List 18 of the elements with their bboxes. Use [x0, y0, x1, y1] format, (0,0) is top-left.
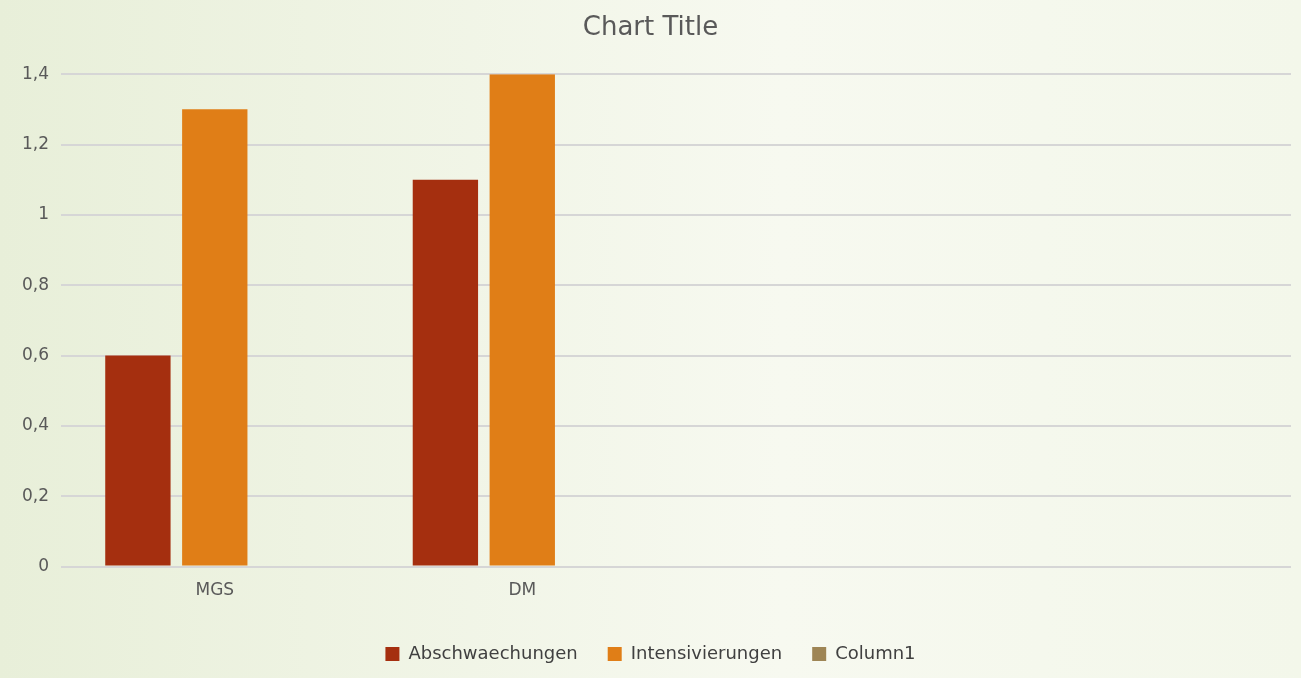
x-tick-label: DM: [508, 579, 537, 600]
y-tick-label: 0,2: [21, 484, 50, 505]
legend-label: Abschwaechungen: [408, 641, 578, 663]
legend-label: Column1: [835, 641, 916, 663]
y-tick-label: 1,2: [21, 132, 50, 153]
y-tick-label: 0,4: [21, 414, 50, 435]
bar: [412, 179, 479, 566]
bar: [489, 74, 555, 566]
y-tick-label: 0,8: [21, 273, 50, 294]
bar: [182, 109, 248, 566]
y-tick-label: 1: [38, 203, 50, 224]
legend-label: Intensivierungen: [630, 641, 783, 663]
chart-title: Chart Title: [582, 11, 719, 42]
x-tick-label: MGS: [195, 579, 235, 600]
y-tick-label: 0,6: [21, 343, 50, 364]
bar: [105, 355, 171, 566]
y-tick-label: 1,4: [21, 62, 50, 83]
y-tick-label: 0: [38, 555, 50, 576]
